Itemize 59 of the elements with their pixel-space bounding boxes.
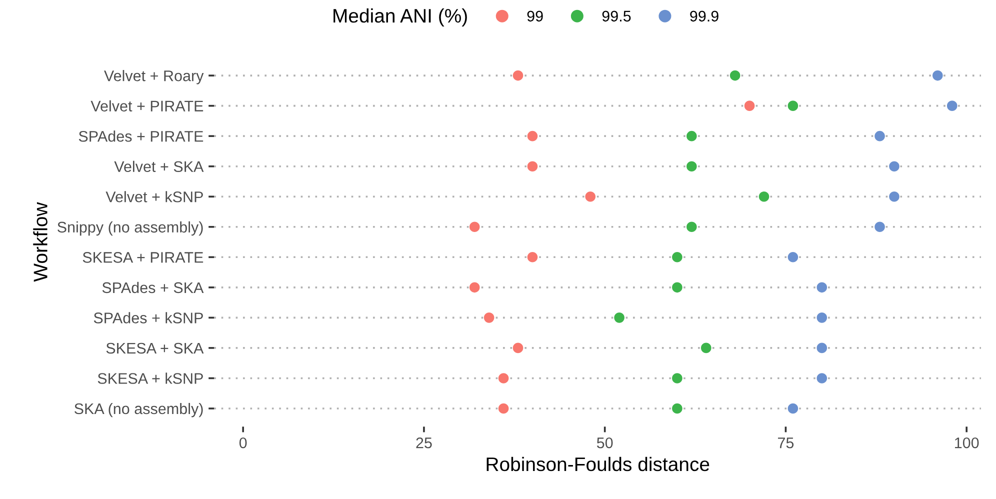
point xyxy=(498,403,509,414)
point xyxy=(889,161,900,172)
x-axis-title: Robinson-Foulds distance xyxy=(486,456,710,472)
x-tick-label: 50 xyxy=(596,437,613,448)
y-tick-label: Velvet + SKA xyxy=(114,160,204,172)
y-tick-label: SKA (no assembly) xyxy=(74,402,203,418)
y-tick-label: SPAdes + PIRATE xyxy=(78,130,204,142)
point xyxy=(527,130,538,142)
y-tick-label: SKESA + PIRATE xyxy=(82,252,204,263)
point xyxy=(744,100,755,111)
point xyxy=(700,342,712,354)
x-tick-label: 0 xyxy=(239,437,247,448)
x-tick-label: 75 xyxy=(778,438,794,448)
point xyxy=(788,252,798,262)
y-tick-label: SKESA + kSNP xyxy=(98,372,203,384)
point xyxy=(585,191,596,202)
legend-title: Median ANI (%) xyxy=(334,8,467,27)
point xyxy=(889,191,900,202)
point xyxy=(730,70,740,81)
point xyxy=(932,70,943,81)
point xyxy=(527,161,538,172)
point xyxy=(686,222,697,232)
point xyxy=(512,70,524,81)
point xyxy=(874,130,885,142)
point xyxy=(788,100,798,111)
y-tick-label: SPAdes + kSNP xyxy=(94,312,203,324)
point xyxy=(672,373,682,384)
point xyxy=(816,312,828,323)
y-tick-label: Velvet + Roary xyxy=(104,70,204,84)
point xyxy=(672,282,682,293)
point xyxy=(816,373,828,384)
x-tick-label: 25 xyxy=(416,437,432,448)
point xyxy=(469,222,480,232)
x-tick-label: 100 xyxy=(955,437,979,448)
point xyxy=(527,252,538,262)
point xyxy=(788,403,798,414)
point xyxy=(614,312,624,323)
point xyxy=(946,100,958,111)
point xyxy=(816,282,828,293)
y-axis-title: Workflow xyxy=(33,202,48,282)
legend-label: 99.9 xyxy=(690,10,718,22)
point xyxy=(672,403,682,414)
point xyxy=(758,191,770,202)
y-tick-label: Snippy (no assembly) xyxy=(58,221,203,236)
y-tick-label: SKESA + SKA xyxy=(106,342,204,354)
y-tick-label: Velvet + kSNP xyxy=(106,191,203,202)
point xyxy=(686,161,697,172)
legend-label: 99.5 xyxy=(602,10,631,22)
point xyxy=(498,373,509,384)
point xyxy=(512,342,524,354)
legend-label: 99 xyxy=(527,10,543,22)
y-tick-label: Velvet + PIRATE xyxy=(90,100,204,112)
point xyxy=(672,252,682,262)
point xyxy=(686,130,697,142)
point xyxy=(874,222,885,232)
point xyxy=(469,282,480,293)
y-tick-label: SPAdes + SKA xyxy=(102,282,204,294)
point xyxy=(484,312,494,323)
point xyxy=(816,342,828,354)
